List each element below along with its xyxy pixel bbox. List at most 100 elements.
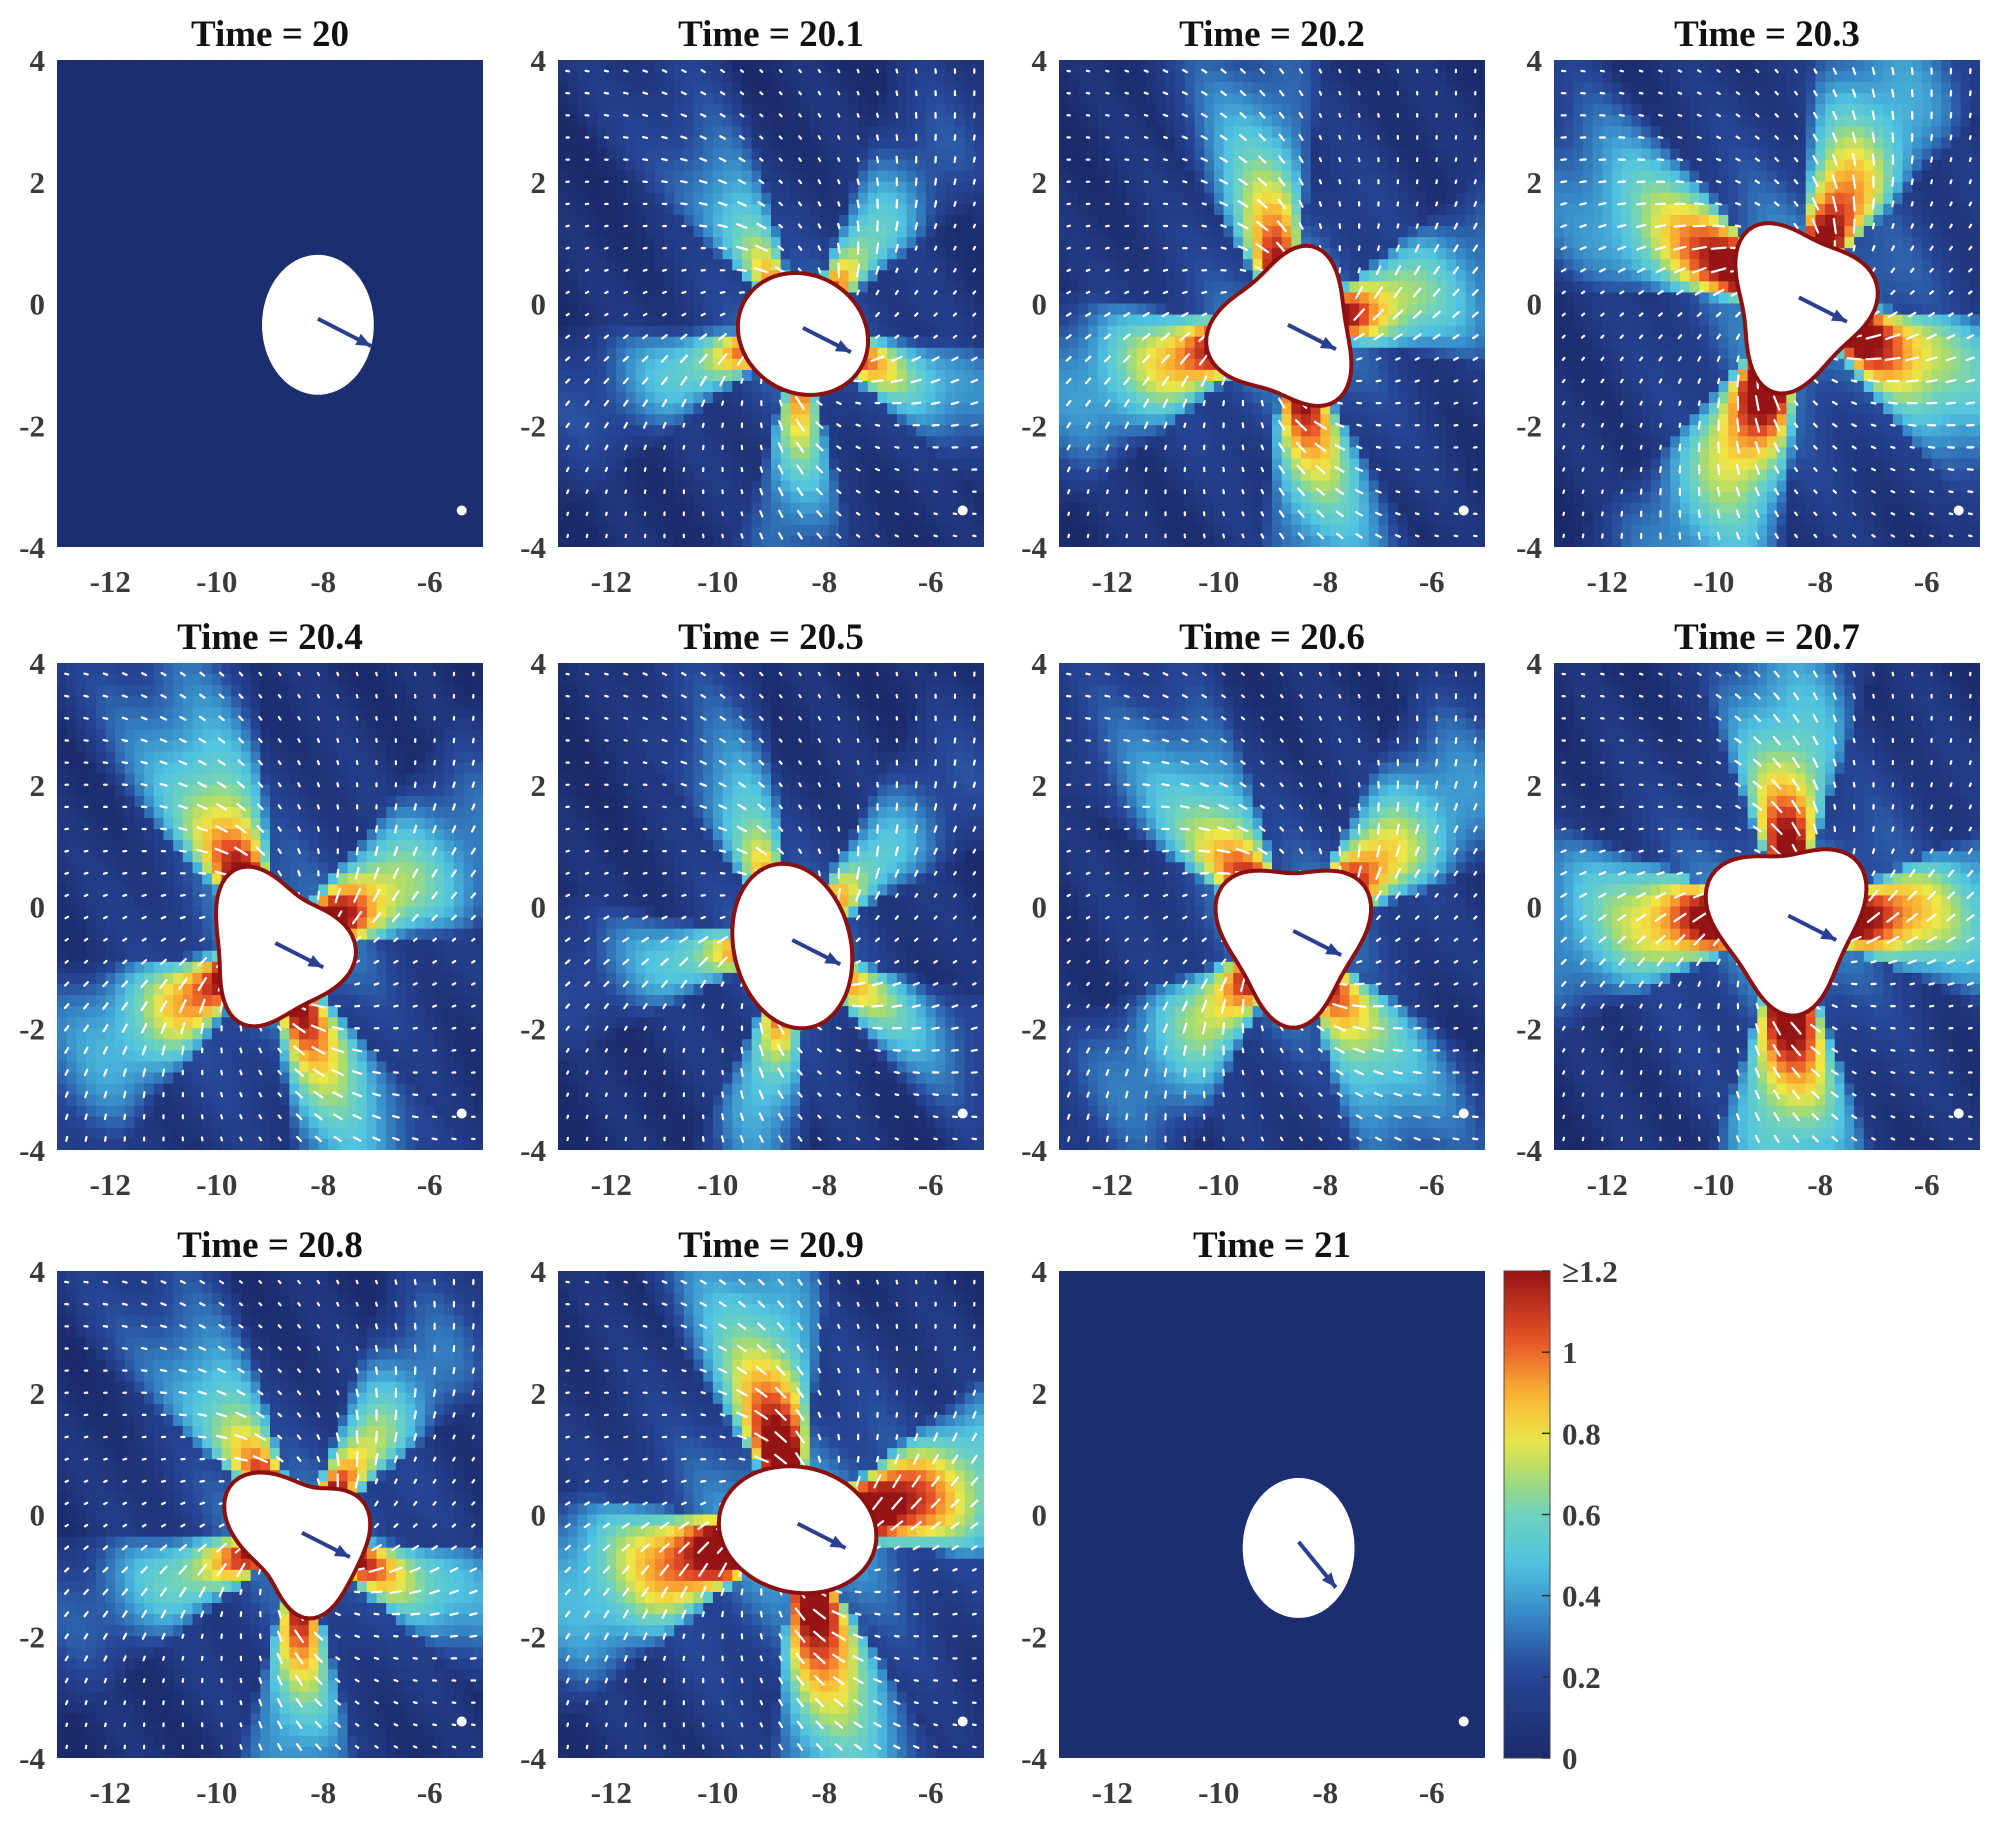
heat-cell [144,524,155,537]
heat-cell [395,115,407,128]
heat-cell [974,392,984,404]
heat-cell [434,369,445,382]
heat-cell [645,214,656,227]
heat-cell [1107,93,1118,105]
heat-cell [674,71,685,83]
heat-cell [1136,425,1147,437]
heat-cell [683,126,695,139]
heat-cell [366,480,378,493]
heat-cell [250,104,261,116]
heat-cell [366,237,378,249]
heat-cell [182,414,194,426]
heat-cell [328,513,339,526]
heat-cell [925,480,937,493]
heat-cell [567,214,578,227]
heat-cell [1117,170,1128,183]
heat-cell [751,270,762,282]
heat-cell [925,71,937,83]
heat-cell [318,535,329,547]
heat-cell [1126,535,1138,547]
heat-cell [337,93,349,105]
heat-cell [877,469,888,482]
heat-cell [95,325,107,338]
quiver-arrow [660,355,669,363]
heat-cell [1126,126,1138,139]
heat-cell [1126,170,1138,183]
heat-cell [66,392,77,404]
heat-cell [1068,214,1079,227]
heat-cell [182,292,194,305]
heat-cell [741,115,753,128]
heat-cell [1117,93,1128,105]
heat-cell [279,137,290,150]
heat-cell [473,369,483,382]
heat-cell [105,237,116,249]
heat-cell [76,126,87,139]
heat-cell [567,115,578,128]
heat-cell [1136,447,1147,460]
heat-cell [250,115,261,128]
heat-cell [780,170,791,183]
heat-cell [790,469,801,482]
heat-cell [1165,314,1176,327]
heat-cell [424,491,436,504]
heat-cell [567,60,578,72]
heat-cell [211,292,223,305]
heat-cell [606,104,617,116]
heat-cell [1126,115,1138,128]
heat-cell [57,203,68,216]
heat-cell [434,104,445,116]
quiver-arrow [661,180,668,184]
heat-cell [76,214,87,227]
heat-cell [115,115,126,128]
heat-cell [1146,226,1157,238]
heat-cell [240,347,252,360]
heat-cell [124,325,136,338]
heat-cell [1126,270,1138,282]
heat-cell [916,314,927,327]
quiver-arrow [875,177,880,187]
heat-cell [105,115,116,128]
heat-cell [935,159,946,172]
heat-cell [386,403,397,415]
heat-cell [76,159,87,172]
heat-cell [606,491,617,504]
heat-cell [57,226,68,238]
heat-cell [337,226,349,238]
heat-cell [1117,436,1128,448]
heat-cell [809,513,821,526]
heat-cell [1165,226,1176,238]
quiver-arrow [699,333,708,340]
heat-cell [192,469,203,482]
heat-cell [896,60,908,72]
heat-cell [1126,303,1138,316]
heat-cell [376,380,387,393]
heat-cell [790,181,801,194]
heat-cell [577,192,588,205]
heat-cell [625,159,637,172]
heat-cell [916,104,927,116]
heat-cell [115,248,126,260]
heat-cell [722,469,733,482]
heat-cell [115,358,126,371]
heat-cell [57,347,68,360]
heat-cell [800,447,811,460]
heat-cell [838,192,850,205]
quiver-arrow [914,222,919,231]
heat-cell [809,192,821,205]
heat-cell [761,403,772,415]
heat-cell [829,159,840,172]
heat-cell [1155,203,1167,216]
heat-cell [838,159,850,172]
quiver-arrow [622,334,629,340]
heat-cell [463,93,474,105]
heat-cell [800,148,811,161]
heat-cell [703,82,714,94]
heat-cell [1068,502,1079,515]
heat-cell [260,270,271,282]
heat-cell [654,336,666,349]
heat-cell [1165,181,1176,194]
heat-cell [616,303,627,316]
heat-cell [896,502,908,515]
heat-cell [395,214,407,227]
